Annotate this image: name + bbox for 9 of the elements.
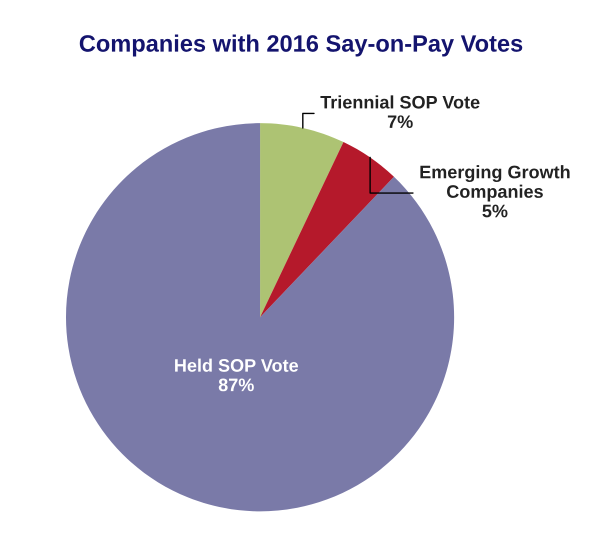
data-label: 5%	[482, 204, 508, 218]
data-label: 7%	[388, 115, 413, 128]
chart-title: Companies with 2016 Say-on-Pay Votes	[80, 34, 522, 56]
slice-label: Held SOP Vote	[175, 358, 298, 372]
slice-label: Emerging Growth Companies	[420, 165, 570, 202]
data-label: 87%	[218, 378, 254, 392]
slice-label: Triennial SOP Vote	[320, 95, 480, 109]
pie-slice	[260, 142, 394, 318]
pie-slice	[260, 123, 344, 318]
